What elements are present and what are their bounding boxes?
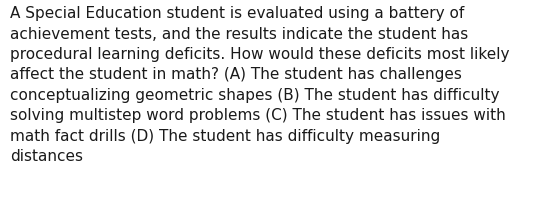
Text: A Special Education student is evaluated using a battery of
achievement tests, a: A Special Education student is evaluated…	[10, 6, 509, 164]
